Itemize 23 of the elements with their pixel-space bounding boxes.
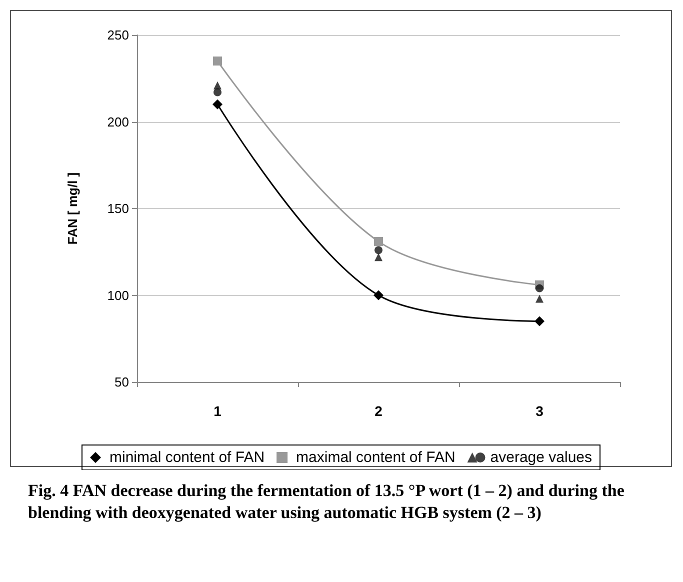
- point: [536, 284, 544, 292]
- x-tick-label: 3: [536, 403, 544, 419]
- point: [374, 290, 384, 300]
- y-tick-label: 50: [114, 374, 129, 390]
- y-tick-label: 200: [107, 114, 129, 130]
- point: [212, 99, 222, 110]
- point: [534, 316, 544, 326]
- legend-label: maximal content of FAN: [296, 449, 456, 466]
- legend-label: average values: [490, 449, 592, 466]
- x-tick-label: 1: [214, 403, 222, 419]
- point: [214, 88, 222, 96]
- point: [374, 236, 383, 246]
- point: [213, 56, 222, 66]
- point: [536, 294, 544, 303]
- y-tick-label: 150: [107, 201, 129, 216]
- y-tick-label: 250: [107, 28, 129, 42]
- point: [374, 253, 382, 262]
- y-axis-title: FAN [ mg/l ]: [65, 172, 80, 245]
- point: [374, 246, 382, 254]
- y-tick-label: 100: [107, 288, 129, 303]
- legend-label: minimal content of FAN: [109, 449, 265, 466]
- caption: Fig. 4 FAN decrease during the fermentation of 13.5 °P wort (1 – 2) and during the blending with deoxygenated water using automatic HGB system (2 – 3): [28, 480, 626, 524]
- x-tick-label: 2: [374, 403, 383, 419]
